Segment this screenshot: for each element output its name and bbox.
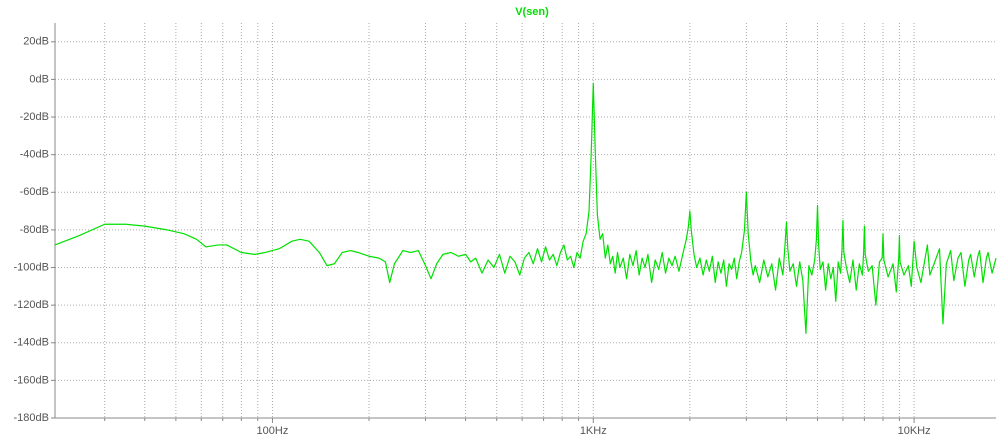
y-tick-label: -80dB — [20, 224, 49, 236]
y-tick-label: -120dB — [14, 299, 49, 311]
chart-title: V(sen) — [515, 6, 549, 18]
x-tick-label: 1KHz — [580, 425, 607, 437]
y-tick-label: -100dB — [14, 261, 49, 273]
series-line — [54, 82, 997, 334]
y-tick-label: -40dB — [20, 149, 49, 161]
y-tick-label: 20dB — [23, 36, 49, 48]
y-tick-label: -20dB — [20, 111, 49, 123]
x-tick-label: 100Hz — [257, 425, 289, 437]
y-tick-label: 0dB — [29, 73, 49, 85]
y-tick-label: -140dB — [14, 337, 49, 349]
y-tick-label: -160dB — [14, 374, 49, 386]
y-tick-label: -60dB — [20, 186, 49, 198]
x-tick-label: 10KHz — [898, 425, 931, 437]
y-tick-label: -180dB — [14, 412, 49, 424]
